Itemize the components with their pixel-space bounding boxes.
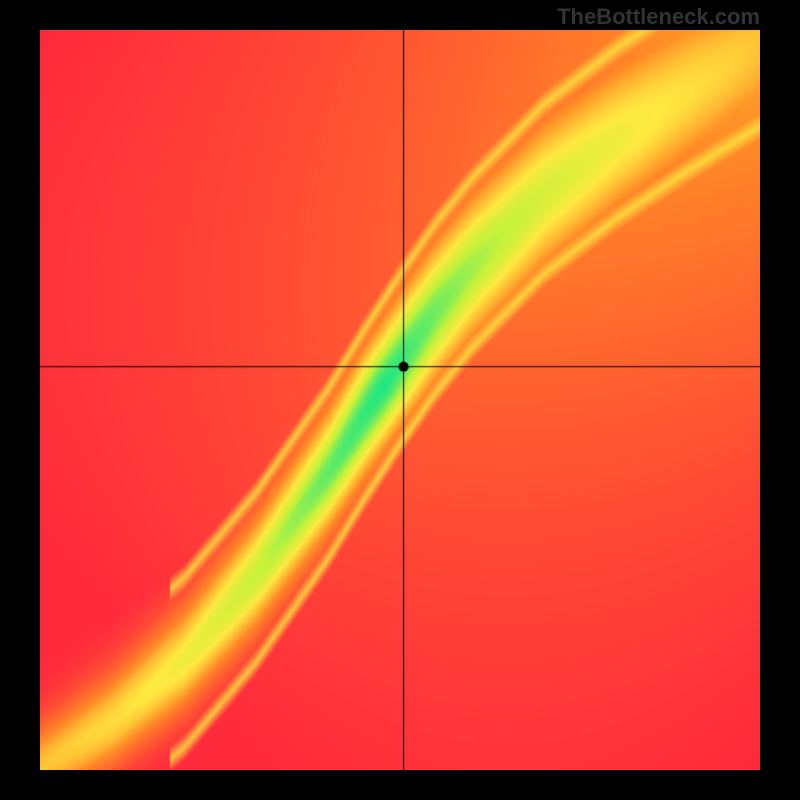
watermark-text: TheBottleneck.com: [557, 4, 760, 30]
chart-container: TheBottleneck.com: [0, 0, 800, 800]
bottleneck-heatmap: [40, 30, 760, 770]
